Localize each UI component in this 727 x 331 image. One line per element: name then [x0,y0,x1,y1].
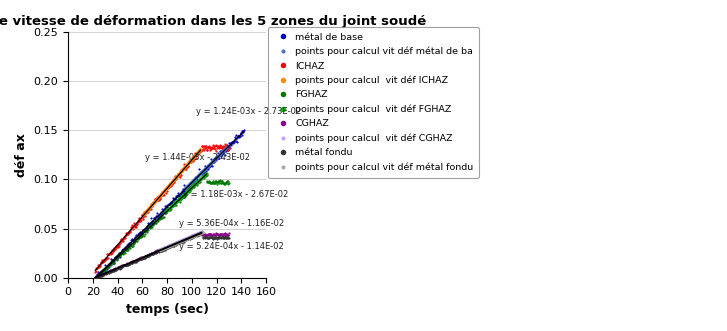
Y-axis label: déf ax: déf ax [15,133,28,177]
Text: y = 5.36E-04x - 1.16E-02: y = 5.36E-04x - 1.16E-02 [180,218,284,228]
Legend: métal de base, points pour calcul vit déf métal de ba, ICHAZ, points pour calcul: métal de base, points pour calcul vit dé… [268,27,479,178]
Text: y = 1.44E-03x - 2.43E-02: y = 1.44E-03x - 2.43E-02 [145,153,250,162]
X-axis label: temps (sec): temps (sec) [126,303,209,316]
Text: y = 1.24E-03x - 2.73E-02: y = 1.24E-03x - 2.73E-02 [196,107,301,116]
Title: différence de vitesse de déformation dans les 5 zones du joint soudé: différence de vitesse de déformation dan… [0,15,426,28]
Text: y = 5.24E-04x - 1.14E-02: y = 5.24E-04x - 1.14E-02 [180,242,284,251]
Text: y = 1.18E-03x - 2.67E-02: y = 1.18E-03x - 2.67E-02 [183,190,289,199]
